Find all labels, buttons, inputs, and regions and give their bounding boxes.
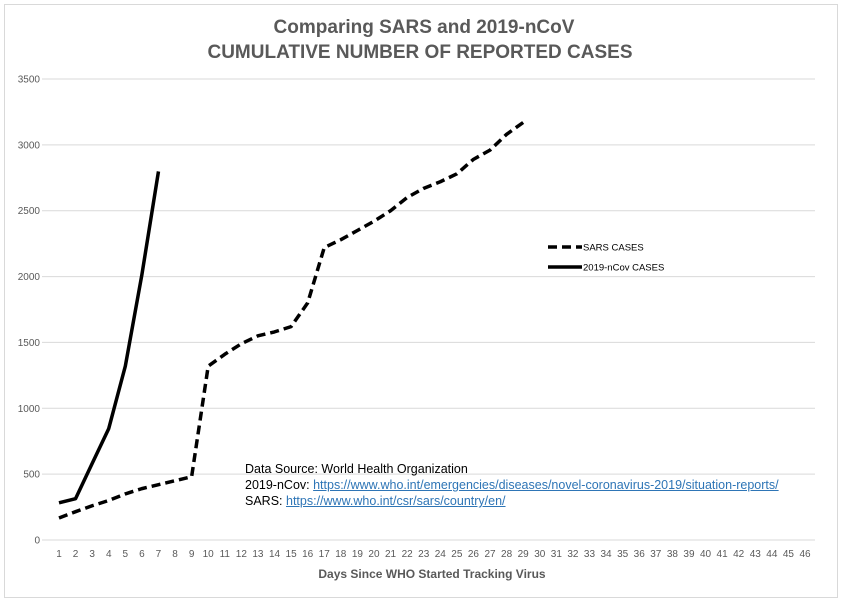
data-source-note: Data Source: World Health Organization 2… [245,461,779,509]
sars-source-label: SARS: [245,494,286,508]
x-tick-label: 46 [799,549,811,560]
x-tick-label: 13 [252,549,264,560]
y-tick-label: 3500 [18,75,41,86]
ncov-source-link[interactable]: https://www.who.int/emergencies/diseases… [313,478,779,492]
x-tick-label: 5 [123,549,129,560]
x-tick-label: 36 [634,549,646,560]
x-tick-label: 38 [667,549,679,560]
y-tick-label: 1000 [18,404,41,415]
x-tick-label: 22 [402,549,414,560]
x-tick-label: 41 [717,549,729,560]
x-tick-label: 26 [468,549,480,560]
chart-title-line-1: Comparing SARS and 2019-nCoV [274,17,575,38]
ncov-source-label: 2019-nCov: [245,478,314,492]
y-tick-label: 0 [34,536,40,547]
y-tick-label: 2500 [18,206,41,217]
x-tick-label: 17 [319,549,331,560]
x-tick-label: 4 [106,549,112,560]
y-tick-label: 2000 [18,272,41,283]
x-tick-label: 19 [352,549,364,560]
y-tick-label: 3000 [18,140,41,151]
legend-label: 2019-nCov CASES [583,263,664,274]
x-tick-label: 15 [286,549,298,560]
legend-label: SARS CASES [583,243,644,254]
x-tick-label: 16 [302,549,314,560]
chart-frame [4,4,838,598]
x-tick-label: 7 [156,549,162,560]
x-tick-label: 29 [518,549,530,560]
x-tick-label: 27 [484,549,496,560]
x-tick-label: 40 [700,549,712,560]
x-tick-label: 6 [139,549,145,560]
x-tick-label: 39 [683,549,695,560]
x-tick-label: 32 [567,549,579,560]
x-tick-label: 14 [269,549,281,560]
x-tick-label: 20 [368,549,380,560]
x-tick-label: 3 [89,549,95,560]
x-tick-label: 12 [236,549,248,560]
x-tick-label: 8 [172,549,178,560]
chart-title-line-2: CUMULATIVE NUMBER OF REPORTED CASES [207,42,632,63]
x-tick-label: 24 [435,549,447,560]
x-tick-label: 33 [584,549,596,560]
x-tick-label: 30 [534,549,546,560]
x-tick-label: 37 [650,549,662,560]
x-tick-label: 42 [733,549,745,560]
x-tick-label: 18 [335,549,347,560]
x-tick-label: 9 [189,549,195,560]
x-axis-title: Days Since WHO Started Tracking Virus [318,567,546,581]
x-tick-label: 43 [750,549,762,560]
x-tick-label: 21 [385,549,397,560]
x-tick-label: 25 [451,549,463,560]
x-tick-label: 45 [783,549,795,560]
x-tick-label: 35 [617,549,629,560]
y-tick-label: 1500 [18,338,41,349]
source-heading: Data Source: World Health Organization [245,462,468,476]
x-tick-label: 1 [56,549,62,560]
x-tick-label: 34 [601,549,613,560]
x-tick-label: 28 [501,549,513,560]
x-tick-label: 10 [203,549,215,560]
x-tick-label: 31 [551,549,563,560]
x-tick-label: 11 [220,549,231,560]
x-tick-label: 23 [418,549,430,560]
sars-source-link[interactable]: https://www.who.int/csr/sars/country/en/ [286,494,506,508]
x-tick-label: 2 [73,549,79,560]
series-line-ncov [58,171,161,505]
y-tick-label: 500 [23,470,40,481]
series-line-sars [58,121,525,520]
x-tick-label: 44 [766,549,778,560]
